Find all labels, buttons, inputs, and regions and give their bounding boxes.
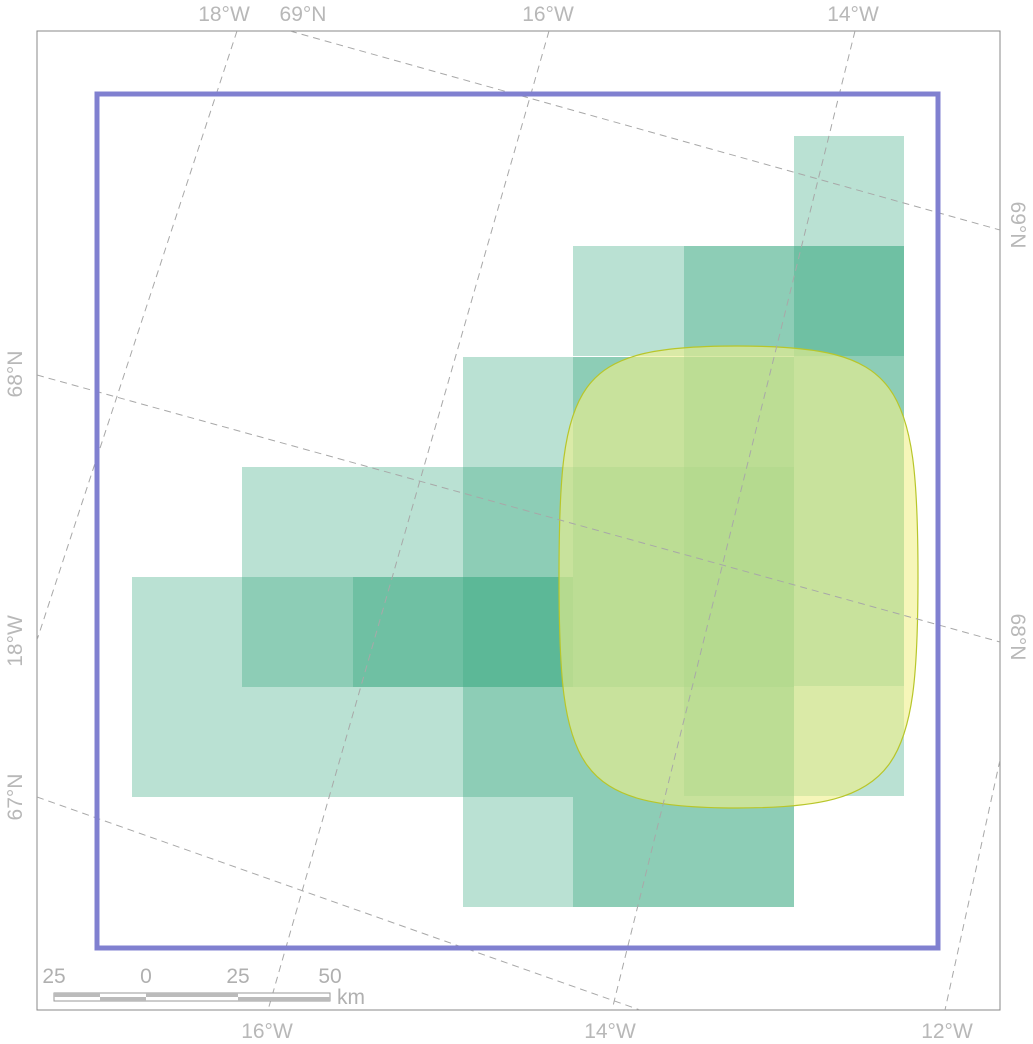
label-top-14w: 14°W (827, 3, 879, 26)
scale-label-25-left: 25 (42, 965, 65, 988)
extent-outline (94, 91, 941, 951)
meridian-14w (611, 31, 856, 1010)
label-right-68n: 68°N (1006, 614, 1029, 661)
scale-bar: 25 0 25 50 km (42, 965, 365, 1009)
meridian-12w (944, 759, 1000, 1010)
label-top-16w: 16°W (522, 3, 574, 26)
graticule-labels: 18°W 69°N 16°W 14°W 16°W 14°W 12°W 68°N … (4, 3, 1029, 1043)
label-top-69n: 69°N (280, 3, 327, 26)
label-bottom-12w: 12°W (921, 1020, 973, 1043)
label-bottom-16w: 16°W (241, 1020, 293, 1043)
grid-cell (573, 246, 904, 356)
meridian-18w (37, 31, 238, 641)
scale-label-50: 50 (318, 965, 341, 988)
parallel-67n (37, 796, 641, 1010)
parallel-69n (289, 31, 1000, 231)
meridian-16w (267, 31, 550, 1010)
label-top-18w: 18°W (198, 3, 250, 26)
label-bottom-14w: 14°W (584, 1020, 636, 1043)
label-left-67n: 67°N (4, 774, 27, 821)
scale-label-0: 0 (140, 965, 152, 988)
grid-cell (132, 577, 573, 797)
scale-segment (54, 993, 100, 997)
graticule (37, 31, 1000, 1010)
label-right-69n: 69°N (1006, 202, 1029, 249)
label-left-68n: 68°N (4, 351, 27, 398)
label-left-18w: 18°W (4, 615, 27, 667)
scale-segment (100, 997, 146, 1001)
scale-segment (146, 993, 238, 997)
area-polygon (558, 345, 919, 809)
grid-cell (353, 577, 573, 687)
scale-segment (238, 997, 330, 1001)
scale-label-25: 25 (226, 965, 249, 988)
parallel-68n (37, 374, 1000, 643)
scale-unit: km (337, 986, 365, 1009)
